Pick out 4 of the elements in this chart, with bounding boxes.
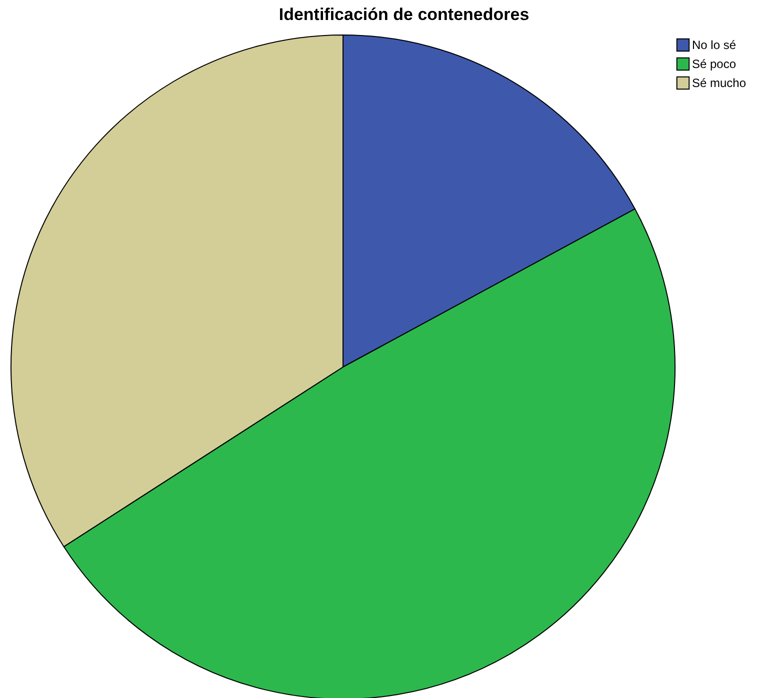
- chart-title: Identificación de contenedores: [278, 5, 530, 24]
- legend-label: Sé mucho: [692, 76, 746, 90]
- legend-label: No lo sé: [692, 38, 736, 52]
- legend-label: Sé poco: [692, 57, 736, 71]
